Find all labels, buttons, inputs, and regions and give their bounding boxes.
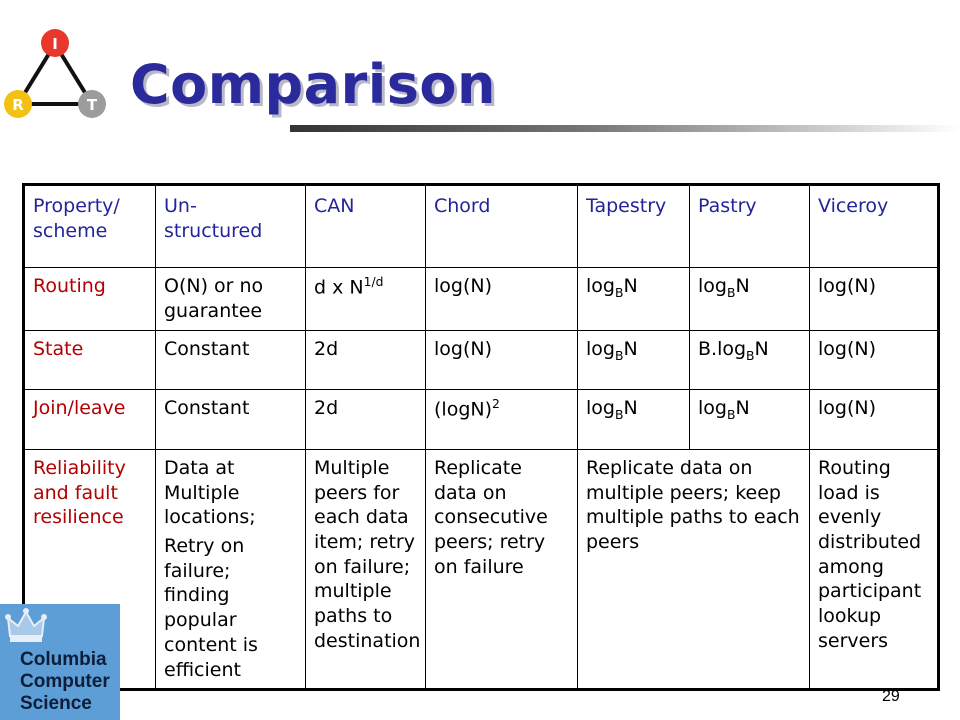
table-row-reliability: Reliability and fault resilience Data at… [23, 448, 939, 691]
title-underline [290, 125, 960, 132]
cell-join-pastry: logBN [689, 389, 810, 450]
cell-reliability-viceroy: Routing load is evenly distributed among… [809, 448, 939, 691]
badge-line-columbia: Columbia [20, 649, 107, 670]
cell-state-can: 2d [305, 330, 426, 390]
svg-text:R: R [12, 96, 24, 114]
header-viceroy: Viceroy [809, 184, 939, 268]
cell-state-pastry: B.logBN [689, 330, 810, 390]
cell-routing-viceroy: log(N) [809, 267, 939, 331]
cell-reliability-can: Multiple peers for each data item; retry… [305, 448, 426, 691]
logo-node-t: T [78, 90, 106, 118]
svg-text:I: I [52, 35, 58, 53]
header-pastry: Pastry [689, 184, 810, 268]
crown-icon [5, 608, 47, 642]
cell-routing-can: d x N1/d [305, 267, 426, 331]
cell-routing-pastry: logBN [689, 267, 810, 331]
cell-state-viceroy: log(N) [809, 330, 939, 390]
header-property-scheme: Property/ scheme [23, 184, 156, 268]
table-row-routing: Routing O(N) or no guarantee d x N1/d lo… [23, 267, 939, 331]
comparison-table: Property/ scheme Un- structured CAN Chor… [22, 183, 940, 692]
row-label-routing: Routing [23, 267, 156, 331]
logo-node-r: R [4, 90, 32, 118]
badge-line-science: Science [20, 693, 92, 714]
cell-join-chord: (logN)2 [425, 389, 578, 450]
cell-reliability-tapestry-pastry: Replicate data on multiple peers; keep m… [577, 448, 810, 691]
cell-reliability-unstructured: Data at Multiple locations; Retry on fai… [155, 448, 306, 691]
columbia-computer-science-badge: Columbia Computer Science [0, 604, 120, 720]
irt-triangle-logo: I R T [4, 29, 106, 118]
cell-join-can: 2d [305, 389, 426, 450]
cell-routing-tapestry: logBN [577, 267, 690, 331]
reliability-unstructured-line1: Data at Multiple locations; [164, 457, 256, 529]
header-can: CAN [305, 184, 426, 268]
badge-text: Columbia Computer Science [20, 649, 110, 715]
reliability-unstructured-line2: Retry on failure; finding popular conten… [164, 535, 258, 681]
header-tapestry: Tapestry [577, 184, 690, 268]
cell-state-chord: log(N) [425, 330, 578, 390]
page-number: 29 [882, 688, 900, 705]
cell-routing-unstructured: O(N) or no guarantee [155, 267, 306, 331]
slide-title: Comparison [130, 53, 496, 116]
header-chord: Chord [425, 184, 578, 268]
cell-join-viceroy: log(N) [809, 389, 939, 450]
logo-node-i: I [41, 29, 69, 57]
table-row-state: State Constant 2d log(N) logBN B.logBN l… [23, 330, 939, 390]
badge-line-computer: Computer [20, 671, 110, 692]
cell-routing-chord: log(N) [425, 267, 578, 331]
table-header-row: Property/ scheme Un- structured CAN Chor… [23, 184, 939, 268]
row-label-join-leave: Join/leave [23, 389, 156, 450]
cell-join-tapestry: logBN [577, 389, 690, 450]
cell-join-unstructured: Constant [155, 389, 306, 450]
header-unstructured: Un- structured [155, 184, 306, 268]
cell-state-tapestry: logBN [577, 330, 690, 390]
cell-reliability-chord: Replicate data on consecutive peers; ret… [425, 448, 578, 691]
svg-text:T: T [87, 96, 98, 114]
table-row-join-leave: Join/leave Constant 2d (logN)2 logBN log… [23, 389, 939, 450]
cell-state-unstructured: Constant [155, 330, 306, 390]
row-label-state: State [23, 330, 156, 390]
